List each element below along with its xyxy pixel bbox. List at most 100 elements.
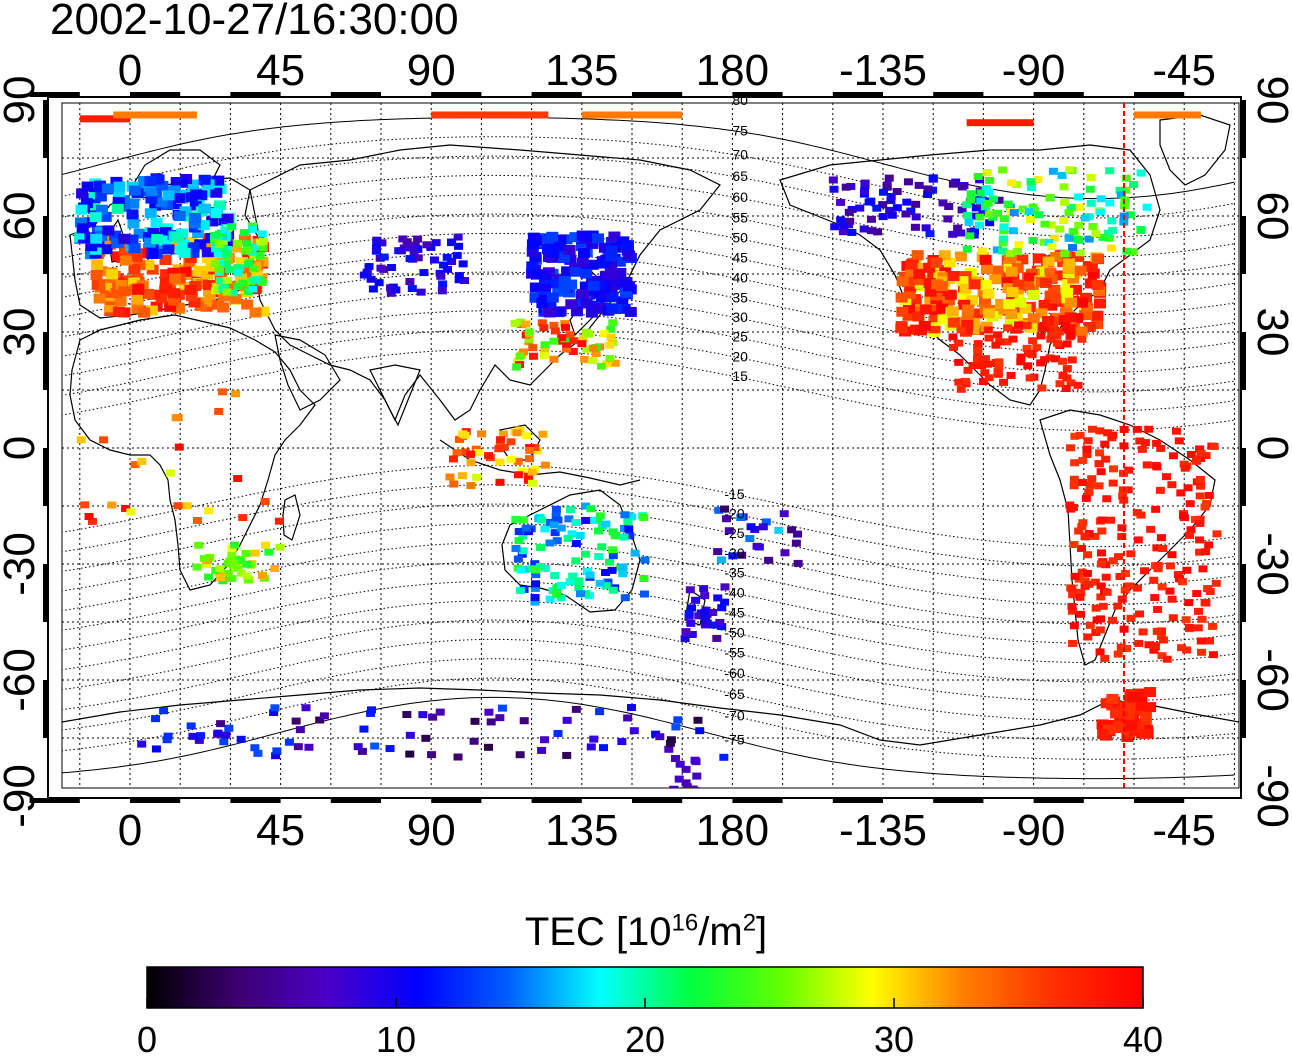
tec-patch [664,745,674,753]
tec-patch [1119,625,1129,633]
tec-patch [1179,460,1189,468]
tec-patch [536,516,546,524]
tec-patch [1195,475,1205,483]
tec-patch [892,188,902,196]
tec-patch [608,319,618,327]
tec-patch [1108,616,1118,624]
tec-patch [1049,293,1062,304]
tec-patch [977,247,987,255]
tec-patch [1100,440,1110,448]
tec-patch [666,736,676,744]
tec-patch [118,233,131,244]
tec-patch [131,303,144,314]
tec-patch [1135,688,1148,699]
tec-patch [1180,464,1190,472]
tec-patch [1005,249,1015,257]
tec-patch [1151,505,1161,513]
tec-patch [1181,616,1191,624]
tec-patch [948,343,958,351]
tec-patch [1074,265,1087,276]
tec-patch [914,181,924,189]
tec-patch [972,308,985,319]
tec-patch [1091,604,1101,612]
tec-patch [88,200,101,211]
tec-patch [1071,251,1084,262]
tec-patch [948,333,958,341]
madagascar-coast [282,494,301,541]
tec-patch [980,369,990,377]
frame-bar-top [29,92,80,97]
tec-patch [873,228,883,236]
tec-patch [623,250,636,261]
tec-patch [223,569,233,577]
tec-patch [454,435,464,443]
tec-patch [1048,284,1061,295]
tec-patch [985,176,995,184]
tec-patch [1006,371,1016,379]
tec-patch [521,320,531,328]
tec-patch [169,199,182,210]
tec-patch [554,306,567,317]
tec-patch [610,359,620,367]
tec-patch [1195,445,1205,453]
tec-patch [1091,230,1101,238]
tec-patch [529,292,542,303]
tec-patch [983,326,993,334]
top-lon-tick-label: 90 [407,46,456,95]
tec-patch [249,307,262,318]
tec-patch [213,729,223,737]
tec-patch [538,430,548,438]
tec-patch [1066,444,1076,452]
top-lon-tick-label: -45 [1152,46,1216,95]
tec-patch [1083,321,1096,332]
tec-patch [227,551,237,559]
tec-patch [999,378,1009,386]
tec-patch [764,556,774,564]
tec-patch [101,183,114,194]
tec-patch [829,185,839,193]
tec-patch [1023,272,1036,283]
tec-patch [562,716,572,724]
tec-patch [999,227,1009,235]
tec-patch [985,219,995,227]
tec-patch [1070,572,1080,580]
tec-patch [1011,263,1024,274]
tec-patch [516,566,526,574]
frame-bar-left [43,680,48,738]
tec-patch [146,248,159,259]
tec-patch [243,246,253,254]
tec-patch [407,244,417,252]
tec-patch [1119,425,1129,433]
tec-patch [610,532,620,540]
tec-patch [709,621,719,629]
tec-patch [954,358,964,366]
tec-patch [569,232,582,243]
tec-patch [836,216,846,224]
tec-patch [202,560,212,568]
tec-patch [1054,328,1064,336]
tec-patch [513,457,523,465]
tec-patch [1039,238,1049,246]
tec-patch [1027,313,1040,324]
tec-patch [624,306,637,317]
tec-patch [1156,444,1166,452]
tec-patch [1047,221,1057,229]
tec-patch [720,583,730,591]
tec-patch [1156,632,1166,640]
timestamp-title: 2002-10-27/16:30:00 [50,0,459,44]
tec-patch [936,303,949,314]
tec-patch [540,341,550,349]
tec-patch [75,204,88,215]
frame-bar-bottom [531,798,582,803]
tec-patch [293,743,303,751]
tec-patch [700,609,710,617]
tec-patch [272,747,282,755]
tec-patch [1208,651,1218,659]
magnetic-contour [62,619,1235,702]
tec-patch [1195,548,1205,556]
tec-patch [620,594,630,602]
tec-patch [1196,637,1206,645]
tec-patch [184,253,197,264]
tec-patch [607,566,617,574]
tec-patch [435,708,445,716]
